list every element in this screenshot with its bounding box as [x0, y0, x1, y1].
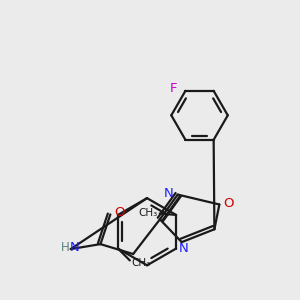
- Text: N: N: [69, 241, 79, 254]
- Text: H: H: [61, 241, 70, 254]
- Text: O: O: [224, 196, 234, 209]
- Text: CH₃: CH₃: [138, 208, 158, 218]
- Text: N: N: [179, 242, 189, 255]
- Text: O: O: [114, 206, 124, 219]
- Text: N: N: [164, 187, 173, 200]
- Text: CH₃: CH₃: [131, 258, 151, 268]
- Text: F: F: [170, 82, 177, 95]
